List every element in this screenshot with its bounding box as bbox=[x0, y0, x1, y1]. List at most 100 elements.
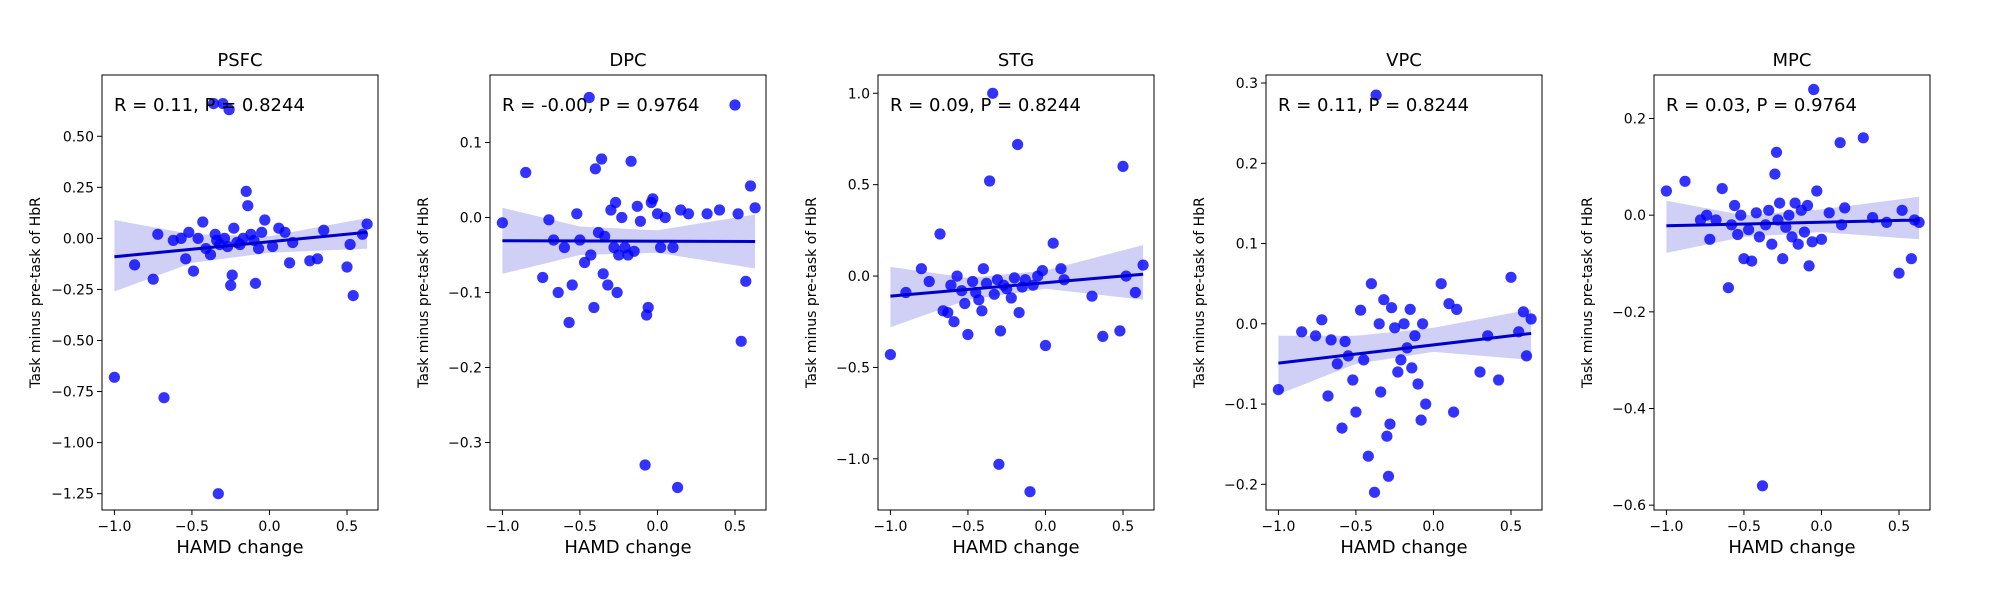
y-tick-label: 0.0 bbox=[460, 211, 482, 227]
data-point bbox=[945, 279, 957, 291]
data-point bbox=[1412, 378, 1424, 390]
data-point bbox=[552, 286, 564, 299]
data-point bbox=[1660, 185, 1672, 197]
data-point bbox=[197, 216, 209, 228]
data-point bbox=[108, 371, 120, 383]
y-tick-label: −0.4 bbox=[1612, 402, 1646, 418]
data-point bbox=[1358, 354, 1370, 366]
data-point bbox=[642, 301, 654, 314]
data-point bbox=[1811, 185, 1823, 197]
data-point bbox=[1347, 374, 1359, 386]
data-point bbox=[1137, 259, 1149, 271]
data-point bbox=[732, 208, 744, 220]
data-point bbox=[361, 218, 373, 230]
data-point bbox=[1857, 132, 1869, 144]
data-point bbox=[602, 279, 614, 291]
data-point bbox=[1272, 384, 1284, 396]
data-point bbox=[1905, 253, 1917, 265]
data-point bbox=[1036, 265, 1048, 277]
data-point bbox=[1746, 255, 1758, 267]
data-point bbox=[682, 208, 695, 220]
data-point bbox=[647, 193, 659, 205]
y-axis-label: Task minus pre-task of HbR bbox=[1192, 197, 1208, 389]
data-point bbox=[634, 215, 647, 227]
regression-line bbox=[1666, 218, 1920, 228]
data-point bbox=[1362, 450, 1374, 462]
data-point bbox=[984, 175, 996, 187]
scatter-points bbox=[884, 87, 1149, 498]
regression-line bbox=[1278, 331, 1532, 365]
data-point bbox=[1823, 207, 1835, 219]
data-point bbox=[959, 297, 971, 310]
data-point bbox=[1716, 183, 1728, 195]
data-point bbox=[1448, 406, 1460, 418]
data-point bbox=[1114, 325, 1126, 337]
data-point bbox=[1316, 314, 1328, 326]
x-tick-label: −1.0 bbox=[1261, 519, 1295, 535]
data-point bbox=[740, 275, 752, 287]
data-point bbox=[1415, 414, 1427, 426]
data-point bbox=[1505, 271, 1517, 283]
data-point bbox=[1381, 430, 1393, 442]
data-point bbox=[267, 240, 279, 253]
data-point bbox=[987, 87, 999, 99]
data-point bbox=[994, 325, 1007, 337]
panel-stg: −1.0 −0.5 0.0 0.5 −1.0 −0.5 0.0 0.5 1.0 STG R = 0.… bbox=[804, 50, 1155, 558]
data-point bbox=[187, 265, 200, 277]
x-tick-label: 0.5 bbox=[1112, 519, 1134, 535]
y-tick-label: −0.6 bbox=[1612, 498, 1646, 514]
data-point bbox=[1373, 318, 1385, 330]
data-point bbox=[639, 459, 651, 471]
data-point bbox=[1039, 339, 1052, 352]
panel-mpc: −1.0 −0.5 0.0 0.5 −0.6 −0.4 −0.2 0.0 0.2 MPC R = 0… bbox=[1580, 50, 1931, 558]
data-point bbox=[1753, 231, 1765, 243]
stats-annotation: R = 0.11, P = 0.8244 bbox=[1278, 95, 1469, 116]
data-point bbox=[599, 230, 611, 242]
data-point bbox=[1409, 330, 1421, 342]
data-point bbox=[1881, 216, 1893, 228]
data-point bbox=[558, 241, 571, 254]
y-tick-label: 0.2 bbox=[1236, 156, 1258, 172]
data-point bbox=[1417, 318, 1429, 330]
data-point bbox=[1750, 207, 1762, 219]
regression-line bbox=[502, 239, 756, 243]
data-point bbox=[1370, 89, 1382, 101]
data-point bbox=[611, 286, 623, 299]
data-point bbox=[240, 185, 252, 197]
data-point bbox=[973, 294, 985, 306]
axes-frame bbox=[1653, 74, 1931, 511]
data-point bbox=[1336, 422, 1348, 434]
data-point bbox=[259, 214, 271, 226]
x-tick-label: −0.5 bbox=[1339, 519, 1373, 535]
axes-frame bbox=[877, 74, 1155, 511]
data-point bbox=[1024, 486, 1036, 498]
x-tick-label: −0.5 bbox=[1727, 519, 1761, 535]
data-point bbox=[1474, 366, 1486, 378]
data-point bbox=[1325, 334, 1337, 346]
data-point bbox=[1520, 350, 1533, 362]
stats-annotation: R = 0.03, P = 0.9764 bbox=[1666, 95, 1857, 116]
y-tick-label: −0.25 bbox=[51, 282, 94, 298]
data-point bbox=[1047, 237, 1059, 249]
data-point bbox=[1806, 236, 1818, 248]
data-point bbox=[1019, 274, 1031, 286]
data-point bbox=[579, 256, 591, 269]
scatter-points bbox=[1660, 83, 1925, 492]
data-point bbox=[1012, 138, 1024, 151]
data-point bbox=[1435, 278, 1447, 290]
x-tick-label: 0.0 bbox=[258, 519, 280, 535]
confidence-band bbox=[1666, 196, 1920, 253]
y-axis-label: Task minus pre-task of HbR bbox=[804, 197, 820, 389]
y-tick-label: 0.0 bbox=[1624, 208, 1646, 224]
data-point bbox=[1086, 290, 1098, 302]
data-point bbox=[749, 202, 761, 214]
y-axis-label: Task minus pre-task of HbR bbox=[1580, 197, 1596, 389]
data-point bbox=[976, 305, 988, 317]
data-point bbox=[496, 217, 508, 229]
data-point bbox=[585, 249, 597, 261]
data-point bbox=[625, 155, 637, 167]
data-point bbox=[1798, 226, 1810, 238]
data-point bbox=[948, 316, 960, 328]
data-point bbox=[659, 211, 671, 224]
data-point bbox=[279, 226, 291, 238]
